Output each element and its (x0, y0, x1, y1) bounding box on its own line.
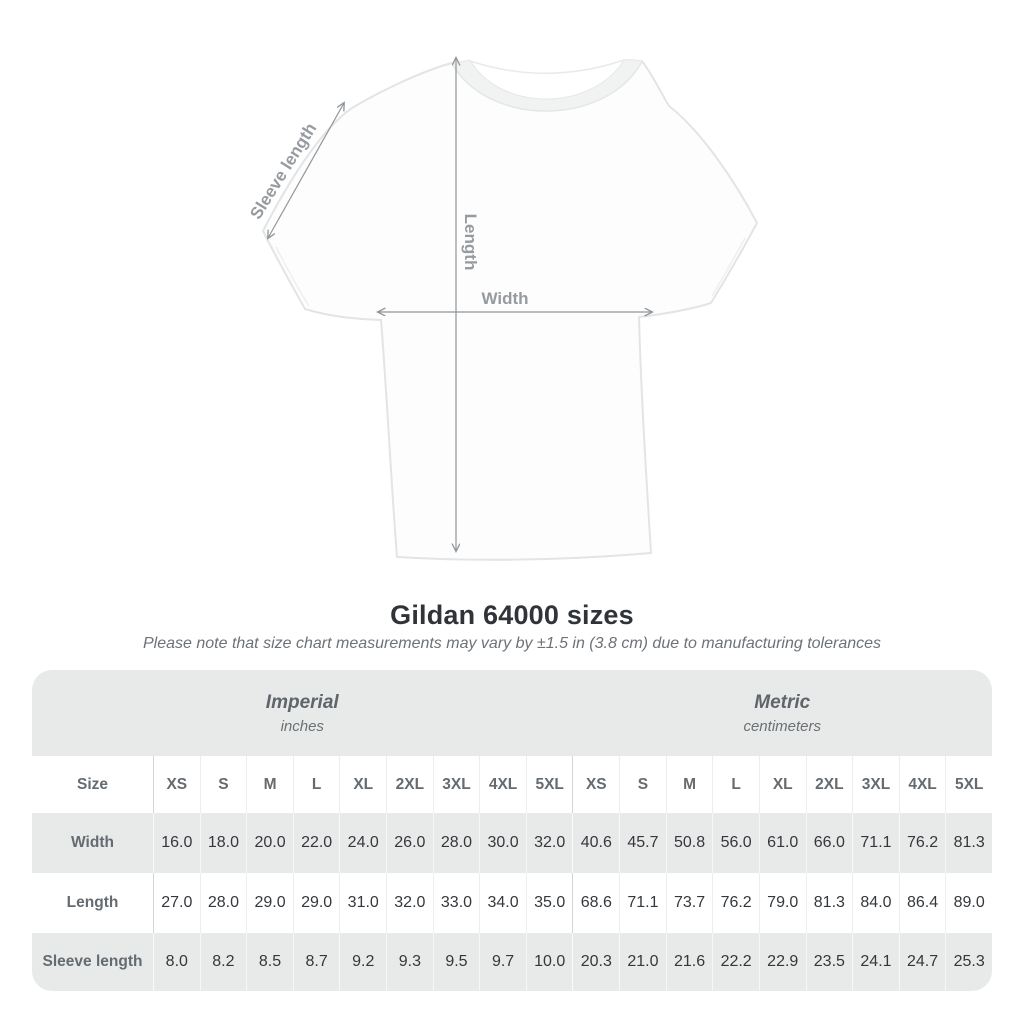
value-length-imperial-5xl: 35.0 (525, 873, 573, 933)
value-sleeve-length-metric-m: 21.6 (665, 933, 713, 991)
size-header-metric-2xl: 2XL (805, 756, 853, 813)
length-label: Length (461, 214, 480, 271)
value-width-imperial-xl: 24.0 (339, 813, 387, 873)
size-header-imperial-2xl: 2XL (386, 756, 433, 813)
value-sleeve-length-imperial-5xl: 10.0 (525, 933, 573, 991)
value-width-metric-3xl: 71.1 (852, 813, 899, 873)
value-length-imperial-4xl: 34.0 (479, 873, 526, 933)
value-width-metric-m: 50.8 (665, 813, 713, 873)
value-length-imperial-xl: 31.0 (339, 873, 386, 933)
unit-group-unit: centimeters (743, 717, 821, 735)
value-width-imperial-3xl: 28.0 (432, 813, 480, 873)
value-width-metric-s: 45.7 (619, 813, 666, 873)
value-sleeve-length-metric-4xl: 24.7 (898, 933, 946, 991)
value-sleeve-length-imperial-l: 8.7 (292, 933, 340, 991)
value-length-imperial-m: 29.0 (246, 873, 293, 933)
value-width-metric-5xl: 81.3 (945, 813, 992, 873)
value-sleeve-length-imperial-4xl: 9.7 (479, 933, 526, 991)
unit-group-metric: Metric centimeters (572, 670, 992, 756)
tolerance-note: Please note that size chart measurements… (142, 635, 882, 652)
value-length-imperial-3xl: 33.0 (432, 873, 480, 933)
value-sleeve-length-metric-l: 22.2 (712, 933, 759, 991)
value-length-metric-xs: 68.6 (572, 873, 619, 933)
tshirt-illustration (262, 59, 758, 561)
value-sleeve-length-imperial-2xl: 9.3 (386, 933, 433, 991)
size-column-header: Size (76, 775, 108, 793)
value-sleeve-length-metric-xl: 22.9 (758, 933, 806, 991)
value-width-metric-l: 56.0 (712, 813, 759, 873)
size-header-imperial-l: L (292, 756, 340, 813)
value-sleeve-length-metric-s: 21.0 (619, 933, 666, 991)
size-header-imperial-3xl: 3XL (432, 756, 480, 813)
value-width-imperial-2xl: 26.0 (386, 813, 433, 873)
value-length-metric-xl: 79.0 (758, 873, 806, 933)
value-sleeve-length-metric-2xl: 23.5 (805, 933, 853, 991)
size-header-metric-xl: XL (758, 756, 806, 813)
row-label-sleeve-length: Sleeve length (32, 933, 153, 991)
size-header-metric-xs: XS (572, 756, 619, 813)
width-label: Width (481, 289, 528, 308)
value-length-metric-l: 76.2 (712, 873, 759, 933)
value-sleeve-length-metric-5xl: 25.3 (945, 933, 992, 991)
value-width-metric-4xl: 76.2 (898, 813, 946, 873)
tshirt-figure: Sleeve length Length Width (246, 0, 758, 561)
size-table: Imperial inches Metric centimeters Size X… (32, 670, 992, 991)
row-label-width: Width (32, 813, 153, 873)
size-header-metric-4xl: 4XL (898, 756, 946, 813)
unit-group-imperial: Imperial inches (32, 670, 573, 756)
value-width-metric-xl: 61.0 (758, 813, 806, 873)
size-header-imperial-xs: XS (153, 756, 200, 813)
value-length-imperial-s: 28.0 (199, 873, 247, 933)
value-sleeve-length-metric-3xl: 24.1 (852, 933, 899, 991)
value-sleeve-length-metric-xs: 20.3 (572, 933, 620, 991)
unit-group-label: Metric (754, 691, 811, 713)
value-width-metric-xs: 40.6 (572, 813, 620, 873)
value-width-imperial-s: 18.0 (199, 813, 247, 873)
value-length-imperial-xs: 27.0 (153, 873, 200, 933)
unit-group-label: Imperial (265, 691, 339, 713)
value-length-imperial-l: 29.0 (292, 873, 340, 933)
value-length-metric-2xl: 81.3 (805, 873, 853, 933)
size-header-metric-3xl: 3XL (852, 756, 899, 813)
size-header-metric-m: M (665, 756, 713, 813)
collar (451, 59, 643, 112)
value-sleeve-length-imperial-xl: 9.2 (339, 933, 387, 991)
value-length-imperial-2xl: 32.0 (386, 873, 433, 933)
row-label-length: Length (66, 894, 119, 911)
value-width-imperial-l: 22.0 (292, 813, 340, 873)
size-header-imperial-s: S (199, 756, 247, 813)
value-width-metric-2xl: 66.0 (805, 813, 853, 873)
value-length-metric-m: 73.7 (665, 873, 713, 933)
size-header-imperial-xl: XL (339, 756, 386, 813)
size-header-imperial-5xl: 5XL (525, 756, 573, 813)
value-length-metric-4xl: 86.4 (898, 873, 946, 933)
size-header-imperial-4xl: 4XL (479, 756, 526, 813)
unit-group-unit: inches (280, 717, 324, 735)
value-sleeve-length-imperial-3xl: 9.5 (432, 933, 480, 991)
value-width-imperial-xs: 16.0 (153, 813, 200, 873)
size-header-metric-l: L (712, 756, 759, 813)
value-width-imperial-m: 20.0 (246, 813, 293, 873)
value-length-metric-s: 71.1 (619, 873, 666, 933)
value-sleeve-length-imperial-s: 8.2 (199, 933, 247, 991)
value-length-metric-3xl: 84.0 (852, 873, 899, 933)
value-width-imperial-5xl: 32.0 (525, 813, 573, 873)
value-width-imperial-4xl: 30.0 (479, 813, 526, 873)
size-header-metric-5xl: 5XL (945, 756, 992, 813)
size-header-metric-s: S (619, 756, 666, 813)
value-sleeve-length-imperial-xs: 8.0 (153, 933, 200, 991)
value-sleeve-length-imperial-m: 8.5 (246, 933, 293, 991)
sleeve-length-arrow (268, 103, 344, 238)
page-title: Gildan 64000 sizes (390, 600, 634, 630)
size-header-imperial-m: M (246, 756, 293, 813)
value-length-metric-5xl: 89.0 (945, 873, 992, 933)
